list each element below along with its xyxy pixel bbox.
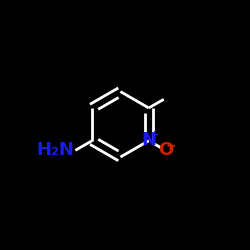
Text: −: − — [166, 139, 176, 152]
Text: N: N — [141, 131, 156, 149]
Text: O: O — [158, 141, 173, 159]
Text: H₂N: H₂N — [36, 141, 74, 159]
Text: +: + — [150, 130, 159, 140]
